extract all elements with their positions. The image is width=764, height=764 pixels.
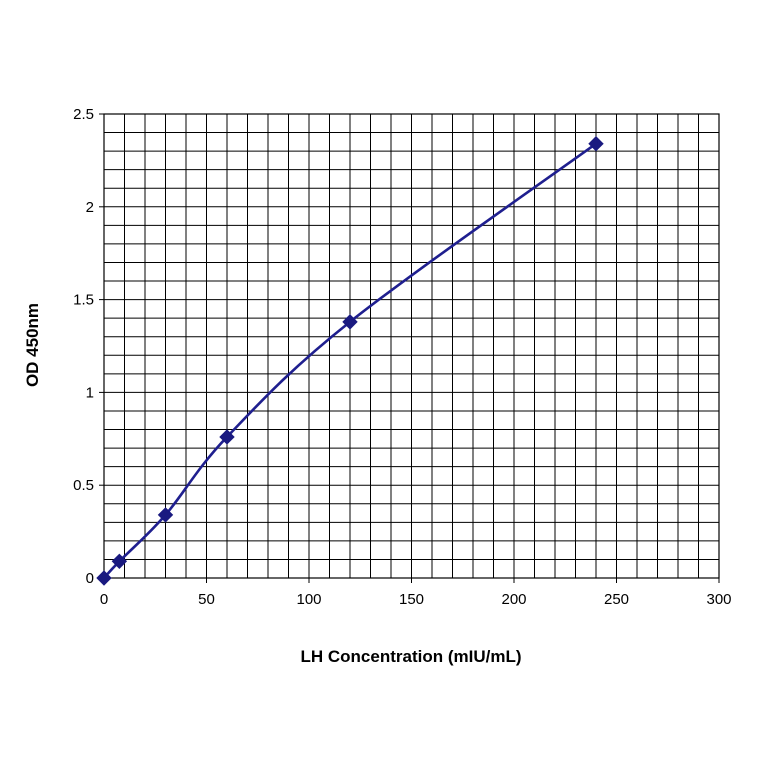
y-axis-ticks: 0 0.5 1 1.5 2 2.5 [73, 106, 104, 587]
y-tick-label: 0.5 [73, 477, 94, 494]
x-tick-label: 200 [501, 591, 526, 608]
data-point-marker [342, 314, 358, 330]
y-axis-title: OD 450nm [23, 303, 42, 387]
x-axis-title: LH Concentration (mIU/mL) [301, 647, 522, 666]
x-tick-label: 300 [706, 591, 731, 608]
data-point-marker [157, 507, 174, 523]
data-point-marker [111, 553, 128, 570]
data-point-marker [588, 135, 604, 152]
y-tick-label: 1.5 [73, 292, 94, 309]
x-tick-label: 50 [198, 591, 215, 608]
x-tick-label: 0 [100, 591, 108, 608]
data-point-marker [96, 570, 112, 586]
x-tick-label: 150 [399, 591, 424, 608]
data-point-marker [219, 429, 235, 445]
y-tick-label: 2 [86, 199, 94, 216]
series-layer [96, 135, 604, 586]
x-tick-label: 250 [604, 591, 629, 608]
y-tick-label: 0 [86, 570, 94, 587]
y-tick-label: 1 [86, 384, 94, 401]
grid [104, 114, 719, 578]
x-axis-ticks: 0 50 100 150 200 250 300 [100, 578, 732, 608]
x-tick-label: 100 [296, 591, 321, 608]
y-tick-label: 2.5 [73, 106, 94, 123]
